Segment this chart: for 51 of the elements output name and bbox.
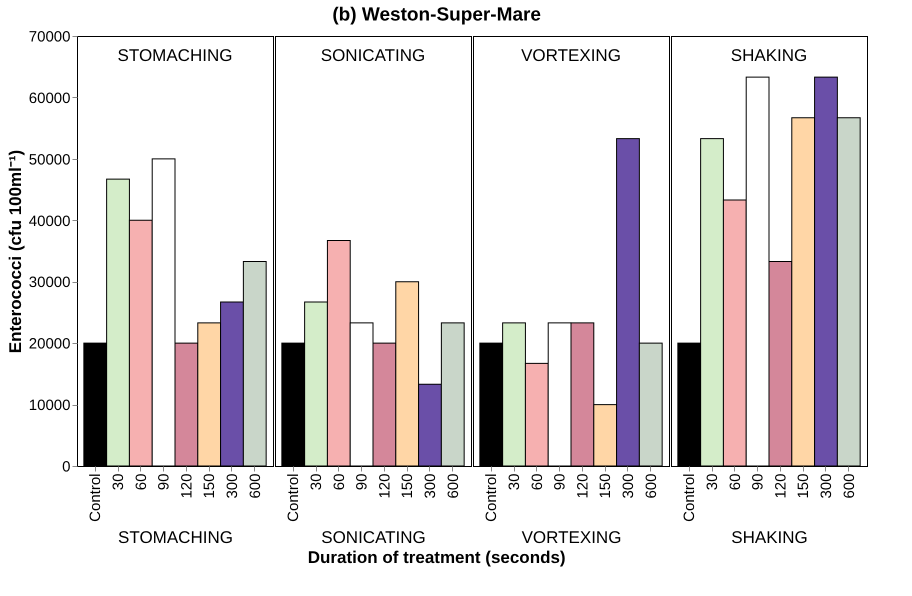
x-tick-label: Control xyxy=(285,474,302,522)
y-tick-label: 10000 xyxy=(28,397,70,414)
x-tick-label: 60 xyxy=(528,474,546,490)
annotation: VORTEXING xyxy=(521,46,621,65)
y-tick-label: 60000 xyxy=(28,90,70,107)
y-tick-label: 0 xyxy=(62,458,70,476)
y-tick-label: 30000 xyxy=(28,274,70,292)
annotation: SONICATING xyxy=(320,46,426,65)
x-tick-label: 120 xyxy=(178,474,196,499)
y-tick-label: 20000 xyxy=(28,336,70,353)
x-axis-title: VORTEXING xyxy=(522,528,622,547)
x-tick-label: 30 xyxy=(110,474,128,490)
x-tick-label: 30 xyxy=(308,474,326,490)
x-tick-label: 120 xyxy=(574,474,592,499)
x-tick-label: 150 xyxy=(795,474,812,499)
x-tick-label: 300 xyxy=(224,474,241,499)
annotation: SHAKING xyxy=(730,46,808,65)
x-tick-label: 600 xyxy=(642,474,660,499)
x-axis-title: STOMACHING xyxy=(118,528,233,547)
x-tick-label: 120 xyxy=(772,474,790,499)
annotation: STOMACHING xyxy=(118,46,232,65)
x-tick-label: 150 xyxy=(399,474,416,499)
x-tick-label: 120 xyxy=(376,474,394,499)
x-tick-label: 150 xyxy=(201,474,218,499)
text: (b) Weston-Super-Mare xyxy=(332,4,541,26)
x-axis-title: SHAKING xyxy=(731,528,808,547)
x-tick-label: 60 xyxy=(330,474,348,490)
x-tick-label: 300 xyxy=(620,474,637,499)
x-tick-label: 600 xyxy=(840,474,858,499)
y-axis-title: Enterococci (cfu 100ml⁻¹) xyxy=(6,150,25,354)
x-tick-label: 300 xyxy=(422,474,439,499)
text: Duration of treatment (seconds) xyxy=(308,548,566,567)
x-tick-label: Control xyxy=(681,474,698,522)
x-axis-title: SONICATING xyxy=(321,528,426,547)
y-tick-label: 40000 xyxy=(28,212,70,230)
x-tick-label: Control xyxy=(87,474,104,522)
x-tick-label: 60 xyxy=(132,474,150,490)
x-tick-label: 150 xyxy=(597,474,614,499)
x-tick-label: 90 xyxy=(750,474,767,490)
x-tick-label: 600 xyxy=(444,474,462,499)
x-tick-label: 30 xyxy=(506,474,524,490)
x-tick-label: 300 xyxy=(818,474,835,499)
x-tick-label: 90 xyxy=(552,474,569,490)
x-tick-label: Control xyxy=(483,474,500,522)
x-tick-label: 60 xyxy=(726,474,744,490)
x-tick-label: 90 xyxy=(156,474,173,490)
x-tick-label: 600 xyxy=(246,474,264,499)
x-tick-label: 90 xyxy=(354,474,371,490)
y-tick-label: 50000 xyxy=(28,151,70,168)
y-tick-label: 70000 xyxy=(28,28,70,46)
x-tick-label: 30 xyxy=(704,474,722,490)
